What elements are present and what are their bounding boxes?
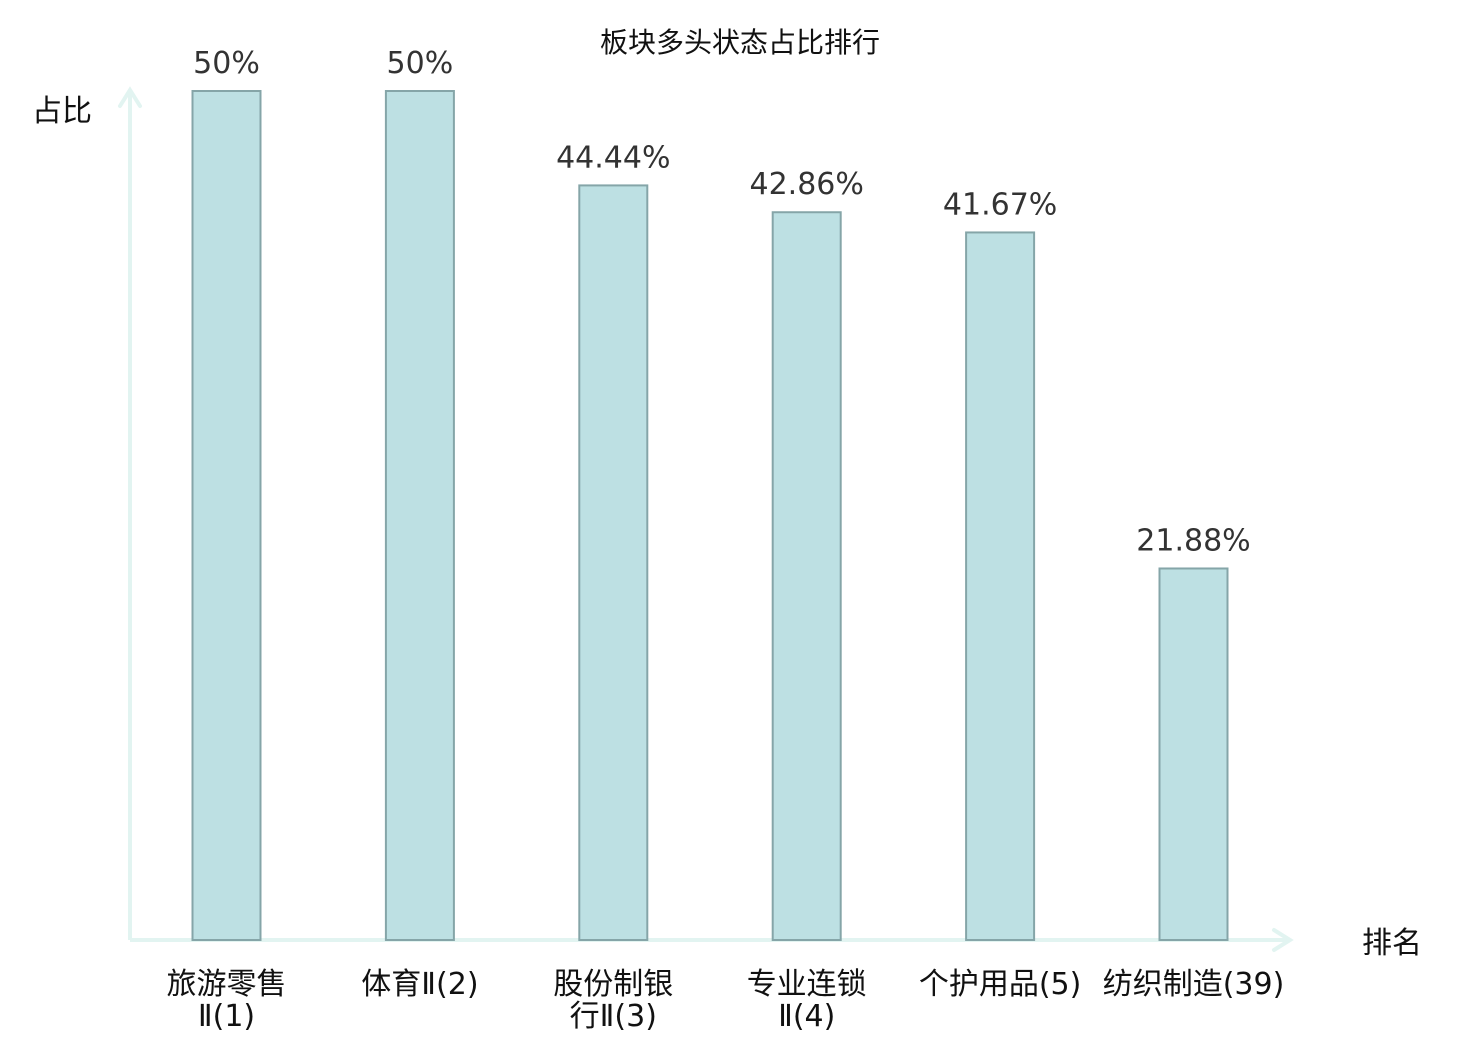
bar [191,90,262,941]
category-label: 专业连锁 [747,967,867,1002]
y-axis-arrow-icon [118,86,142,108]
category-label: 个护用品(5) [919,967,1082,1002]
value-label: 42.86% [750,167,864,202]
x-axis-label: 排名 [1362,926,1422,961]
y-axis-label: 占比 [32,94,92,129]
value-label: 44.44% [556,140,670,175]
bar [771,211,842,942]
bar [384,90,455,941]
value-label: 50% [193,46,260,81]
bar [1158,567,1229,941]
bar [578,184,649,941]
axes [118,86,1294,952]
chart-title: 板块多头状态占比排行 [600,26,880,59]
bars-group [191,90,1229,942]
category-label: Ⅱ(1) [198,999,255,1034]
value-label: 21.88% [1136,523,1250,558]
value-label: 50% [387,46,454,81]
value-label: 41.67% [943,187,1057,222]
bar [965,231,1036,941]
category-label: 体育Ⅱ(2) [361,967,478,1002]
category-label: 旅游零售 [167,967,287,1002]
x-axis-arrow-icon [1272,928,1294,952]
category-label: 行Ⅱ(3) [570,999,657,1034]
category-label: 股份制银 [553,967,673,1002]
category-label: Ⅱ(4) [778,999,835,1034]
value-labels-group: 50% 50% 44.44% 42.86% 41.67% 21.88% [193,46,1251,558]
category-label-highlight: 纺织制造(39) [1103,967,1285,1002]
